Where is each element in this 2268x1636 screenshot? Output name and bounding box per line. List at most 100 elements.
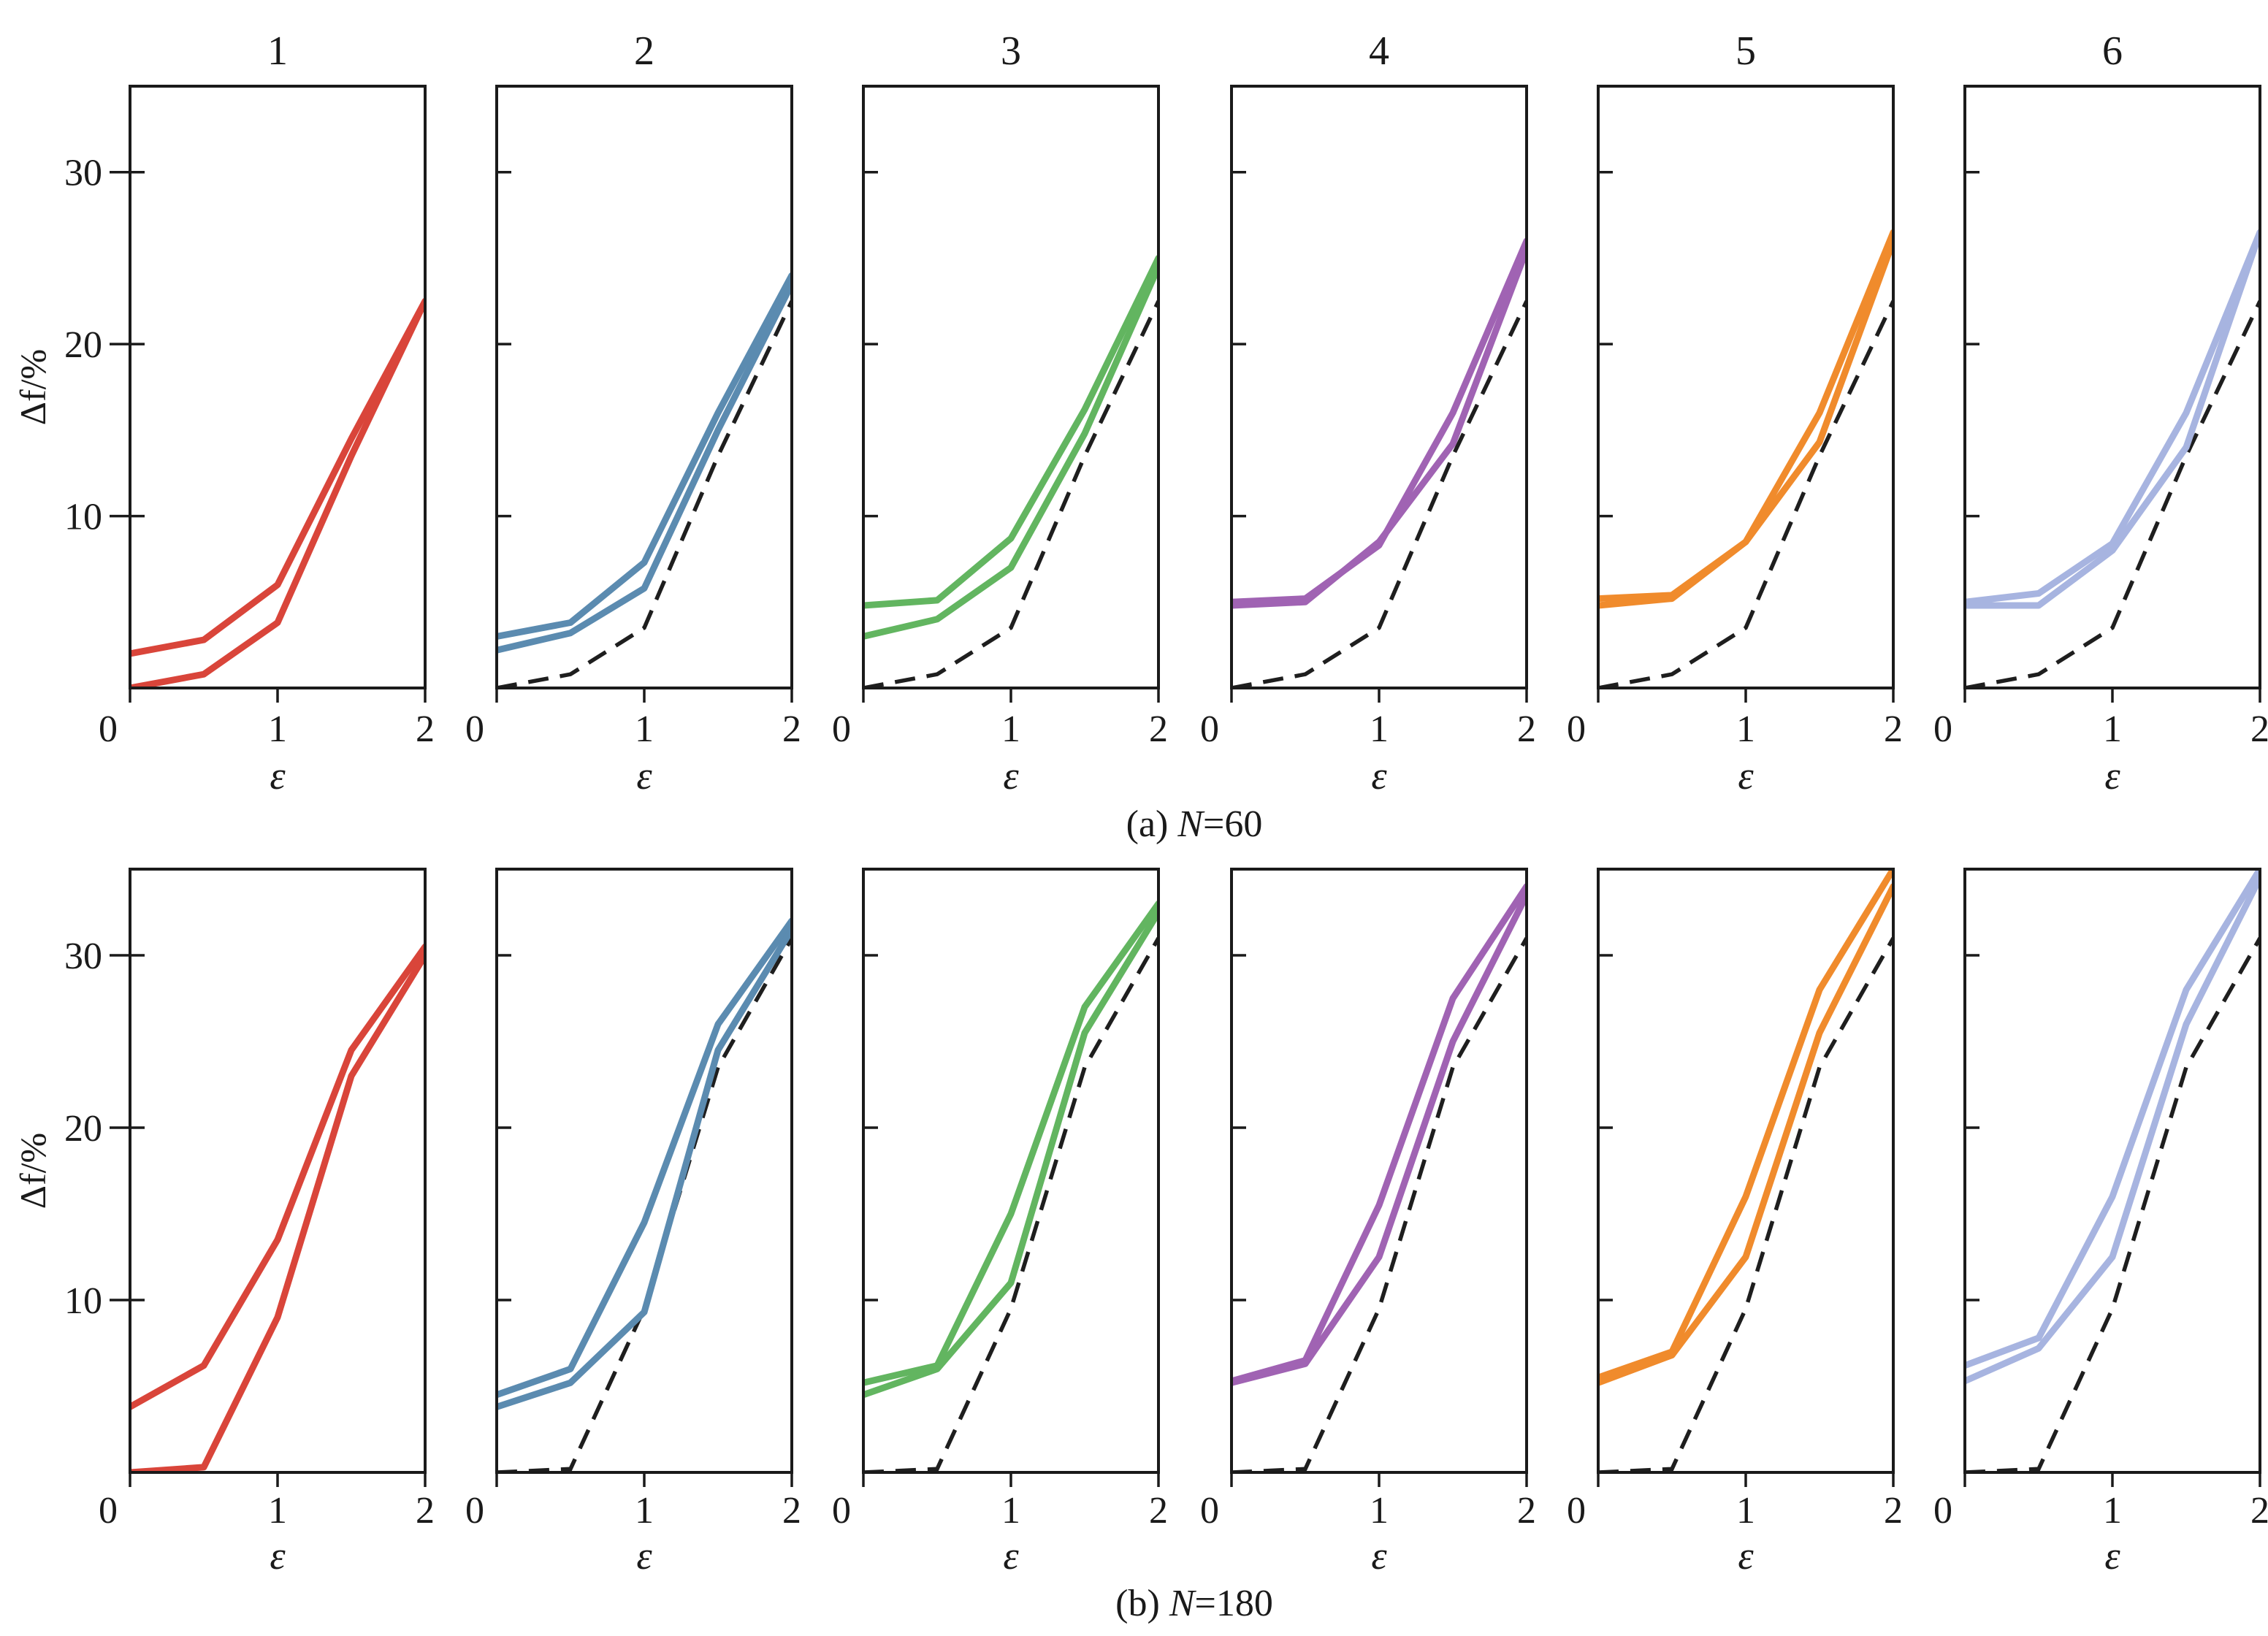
reference-line [1965,937,2260,1472]
series-line-lower [1965,874,2260,1385]
panel-frame [1230,868,1528,1474]
panel-title: 5 [1736,28,1756,74]
panel-caption: (b) N=180 [1115,1583,1273,1624]
x-tick-label: 0 [99,708,118,750]
x-tick-label: 1 [2103,708,2122,750]
panel-title: 2 [634,28,654,74]
x-tick-label: 2 [782,1490,801,1532]
x-tick-label: 1 [268,1490,287,1532]
panel-a-6: 0 1 2 ε 6 [1933,28,2268,798]
x-tick-label: 2 [1884,708,1903,750]
x-tick-label: 1 [1370,708,1389,750]
x-tick-label: 1 [1001,708,1020,750]
series-line-lower [130,297,425,688]
series-line-lower [497,280,792,654]
x-tick-label: 0 [465,1490,484,1532]
series-line-lower [130,952,425,1472]
y-tick-label: 10 [64,1280,102,1322]
x-tick-label: 0 [99,1490,118,1532]
panel-b-1: 10 20 30 0 1 2 ε [64,868,435,1578]
x-axis-label: ε [1371,1534,1387,1578]
x-tick-label: 2 [1517,708,1536,750]
panel-a-2: 0 1 2 ε 2 [465,28,801,798]
x-tick-label: 2 [1884,1490,1903,1532]
series-line-upper [1598,869,1893,1381]
y-tick-label: 30 [64,936,102,977]
x-tick-label: 2 [2250,708,2268,750]
x-tick-label: 1 [2103,1490,2122,1532]
y-axis-label: Δf/% [12,349,53,425]
x-axis-label: ε [1003,754,1019,798]
reference-line [863,937,1158,1472]
panel-b-2: 0 1 2 ε [465,868,801,1578]
x-axis-label: ε [270,754,286,798]
x-axis-label: ε [270,1534,286,1578]
x-tick-label: 2 [416,1490,435,1532]
x-tick-label: 2 [416,708,435,750]
panel-title: 3 [1001,28,1021,74]
y-tick-label: 20 [64,1108,102,1150]
series-line-upper [863,254,1158,609]
x-tick-label: 1 [1736,1490,1755,1532]
series-line-lower [863,909,1158,1399]
series-line-upper [1232,237,1527,605]
series-line-lower [1598,883,1893,1386]
x-tick-label: 0 [1567,1490,1586,1532]
panel-b-4: 0 1 2 ε [1200,868,1536,1578]
x-axis-label: ε [636,1534,652,1578]
x-axis-label: ε [1738,754,1754,798]
panel-title: 1 [267,28,288,74]
series-line-upper [1965,229,2260,605]
x-tick-label: 0 [1933,708,1952,750]
series-line-lower [497,926,792,1410]
x-tick-label: 0 [1567,708,1586,750]
x-tick-label: 1 [635,708,654,750]
series-line-lower [863,263,1158,640]
x-tick-label: 1 [635,1490,654,1532]
x-tick-label: 0 [832,708,851,750]
panel-title: 6 [2102,28,2123,74]
x-tick-label: 1 [1736,708,1755,750]
reference-line [863,300,1158,688]
panel-title: 4 [1369,28,1389,74]
x-tick-label: 0 [832,1490,851,1532]
x-tick-label: 2 [1149,1490,1168,1532]
series-line-upper [130,943,425,1410]
series-line-upper [497,917,792,1399]
panel-frame [495,85,793,689]
y-tick-label: 30 [64,153,102,194]
x-axis-label: ε [1003,1534,1019,1578]
series-line-upper [1965,869,2260,1369]
x-tick-label: 2 [1149,708,1168,750]
x-axis-label: ε [636,754,652,798]
figure-row-b: 10 20 30 0 1 2 ε 0 1 2 ε 0 1 2 ε 0 1 2 ε 0 1 2 ε 0 1 2 ε Δf/% (b) N=… [12,868,2268,1624]
x-tick-label: 2 [2250,1490,2268,1532]
x-tick-label: 0 [1200,708,1219,750]
panel-a-3: 0 1 2 ε 3 [832,28,1168,798]
panel-b-5: 0 1 2 ε [1567,868,1903,1578]
panel-b-6: 0 1 2 ε [1933,868,2268,1578]
series-line-lower [1598,237,1893,609]
reference-line [1965,300,2260,688]
series-line-lower [1232,246,1527,609]
y-axis-label: Δf/% [12,1133,53,1209]
x-tick-label: 1 [1370,1490,1389,1532]
x-axis-label: ε [1738,1534,1754,1578]
y-tick-label: 20 [64,324,102,366]
series-line-upper [1232,883,1527,1385]
x-tick-label: 0 [1933,1490,1952,1532]
x-axis-label: ε [2104,754,2120,798]
y-tick-label: 10 [64,497,102,538]
reference-line [497,937,792,1472]
x-tick-label: 2 [782,708,801,750]
x-tick-label: 1 [1001,1490,1020,1532]
x-axis-label: ε [1371,754,1387,798]
reference-line [1232,937,1527,1472]
panel-caption: (a) N=60 [1126,803,1263,845]
panel-b-3: 0 1 2 ε [832,868,1168,1578]
panel-a-4: 0 1 2 ε 4 [1200,28,1536,798]
series-line-upper [863,900,1158,1386]
